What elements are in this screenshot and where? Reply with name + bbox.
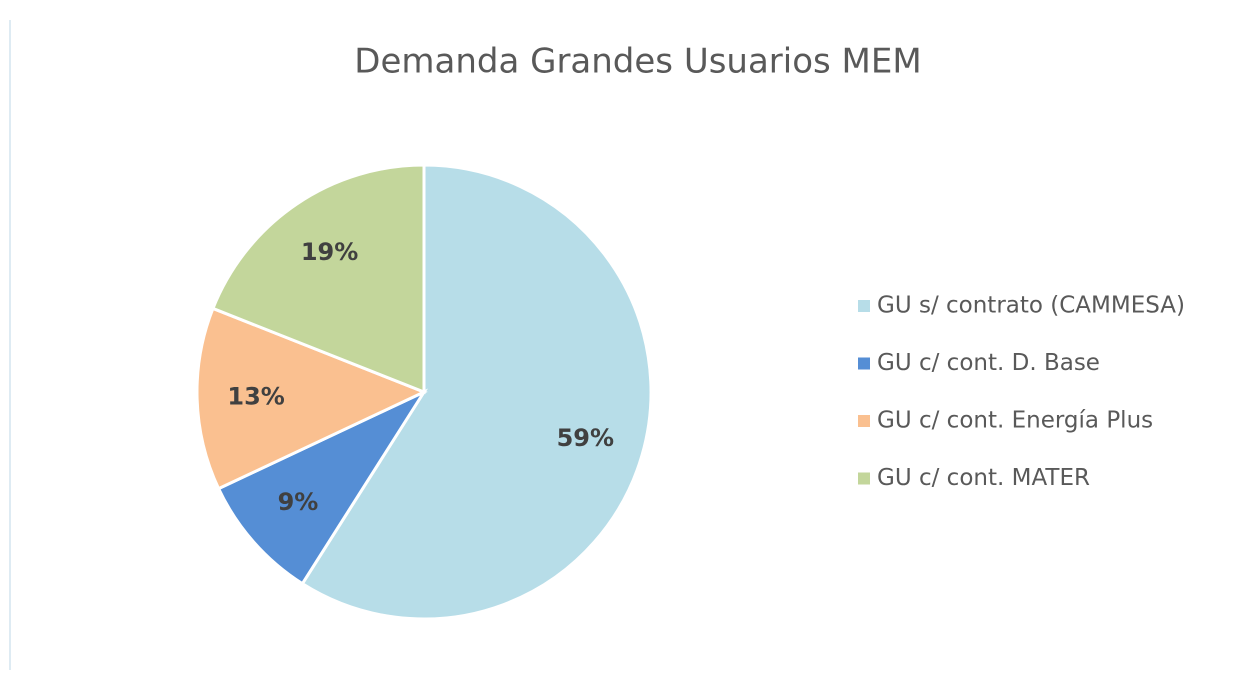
legend-swatch [858, 415, 870, 427]
legend-label: GU c/ cont. Energía Plus [877, 408, 1153, 434]
pie-slice [300, 163, 653, 621]
pie-slice [216, 388, 429, 586]
data-label: 9% [278, 488, 319, 516]
legend-label: GU c/ cont. D. Base [877, 350, 1100, 376]
pie-slice [195, 306, 428, 491]
legend-swatch [858, 472, 870, 485]
legend-swatch [858, 300, 870, 312]
legend-label: GU c/ cont. MATER [877, 465, 1090, 491]
pie-slice [210, 163, 426, 395]
data-label: 59% [557, 424, 614, 452]
legend-swatch [858, 357, 870, 370]
chart-title: Demanda Grandes Usuarios MEM [354, 42, 921, 82]
data-label: 19% [301, 238, 358, 266]
legend-label: GU s/ contrato (CAMMESA) [877, 293, 1185, 319]
data-label: 13% [227, 382, 284, 410]
